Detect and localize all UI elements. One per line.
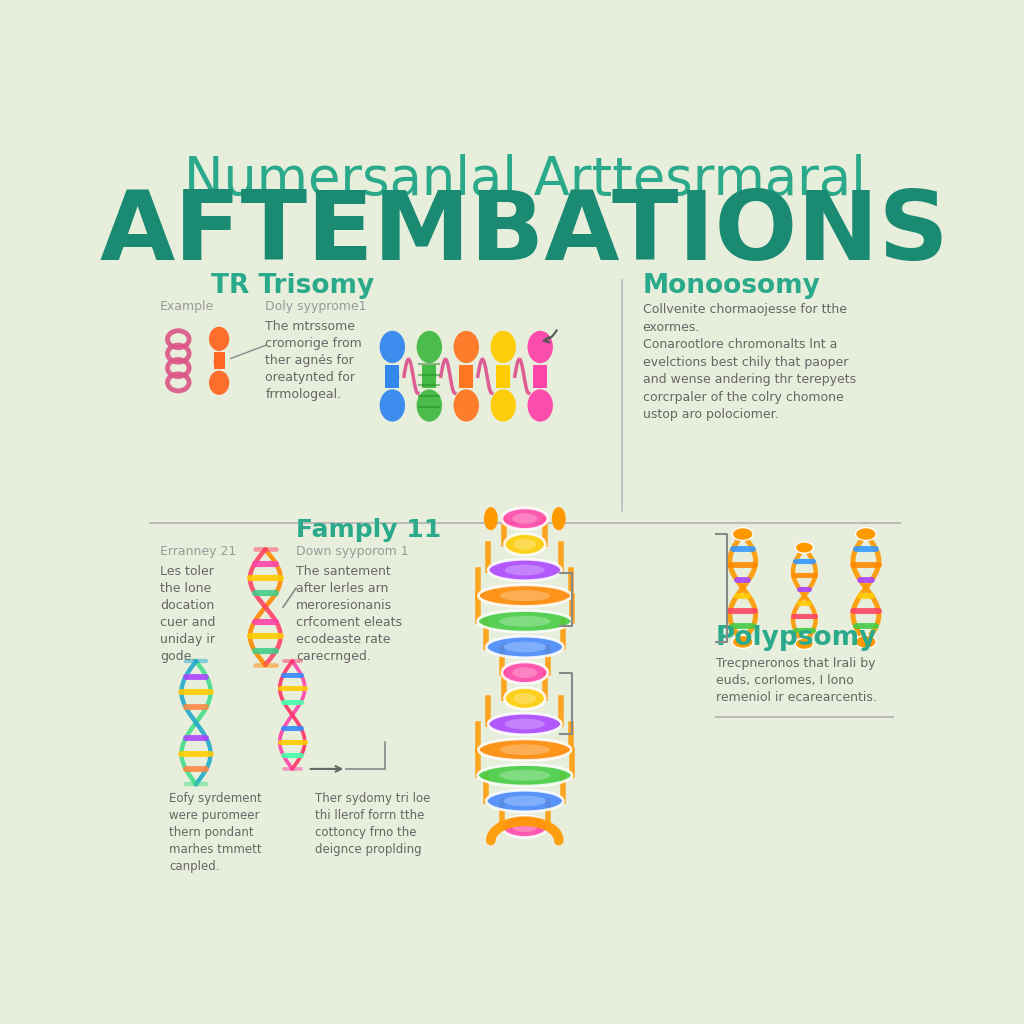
Ellipse shape — [504, 796, 546, 806]
Bar — [422, 365, 436, 388]
Text: Numersanlal Arttesrmaral: Numersanlal Arttesrmaral — [184, 154, 865, 206]
Ellipse shape — [505, 687, 545, 709]
Bar — [534, 365, 547, 388]
Ellipse shape — [209, 371, 229, 395]
Ellipse shape — [417, 389, 442, 422]
Text: Famply 11: Famply 11 — [296, 518, 441, 543]
Ellipse shape — [209, 327, 229, 351]
Text: The mtrssome
cromorige from
ther agnés for
oreatynted for
frrmologeal.: The mtrssome cromorige from ther agnés f… — [265, 319, 362, 401]
Text: Example: Example — [160, 300, 214, 313]
Ellipse shape — [477, 765, 572, 786]
Bar — [497, 365, 510, 388]
Ellipse shape — [856, 527, 877, 541]
Ellipse shape — [796, 638, 813, 649]
Ellipse shape — [732, 635, 753, 648]
Ellipse shape — [484, 507, 498, 530]
Ellipse shape — [486, 791, 563, 812]
Text: Les toler
the lone
docation
cuer and
uniday ir
gode.: Les toler the lone docation cuer and uni… — [160, 565, 215, 663]
Text: Trecpneronos that lrali by
euds, corIomes, I lono
remeniol ir ecarearcentis.: Trecpneronos that lrali by euds, corIome… — [716, 657, 877, 705]
Ellipse shape — [478, 739, 571, 761]
Ellipse shape — [512, 821, 538, 833]
Ellipse shape — [500, 590, 550, 601]
Ellipse shape — [380, 389, 406, 422]
Text: The santement
after lerles arn
meroresionanis
crfcoment eleats
ecodeaste rate
ca: The santement after lerles arn meroresio… — [296, 565, 402, 663]
Ellipse shape — [477, 610, 572, 632]
Ellipse shape — [505, 719, 545, 729]
Ellipse shape — [422, 369, 436, 384]
Ellipse shape — [512, 513, 538, 524]
Ellipse shape — [527, 389, 553, 422]
Ellipse shape — [502, 816, 548, 838]
Ellipse shape — [385, 369, 399, 384]
Text: TR Trisomy: TR Trisomy — [211, 273, 375, 299]
Ellipse shape — [732, 527, 753, 541]
Ellipse shape — [505, 564, 545, 575]
Ellipse shape — [514, 539, 536, 550]
Ellipse shape — [499, 770, 551, 780]
Ellipse shape — [497, 369, 510, 384]
Text: Erranney 21: Erranney 21 — [160, 545, 237, 557]
Text: Doly syyprome1: Doly syyprome1 — [265, 300, 367, 313]
Ellipse shape — [504, 642, 546, 652]
Ellipse shape — [534, 369, 547, 384]
Text: Ther sydomy tri loe
thi llerof forrn tthe
cottoncy frno the
deignce proplding: Ther sydomy tri loe thi llerof forrn tth… — [315, 792, 431, 856]
Ellipse shape — [478, 585, 571, 606]
Ellipse shape — [505, 534, 545, 555]
Ellipse shape — [488, 713, 561, 735]
Ellipse shape — [502, 662, 548, 683]
Ellipse shape — [454, 331, 479, 364]
Ellipse shape — [514, 693, 536, 703]
Bar — [385, 365, 399, 388]
Bar — [214, 352, 224, 370]
Ellipse shape — [380, 331, 406, 364]
Text: AFTEMBATIONS: AFTEMBATIONS — [100, 187, 949, 281]
Ellipse shape — [527, 331, 553, 364]
Ellipse shape — [490, 331, 516, 364]
Text: Monoosomy: Monoosomy — [643, 273, 820, 299]
Ellipse shape — [486, 636, 563, 657]
Ellipse shape — [417, 331, 442, 364]
Ellipse shape — [490, 389, 516, 422]
Ellipse shape — [460, 369, 473, 384]
Text: Collvenite chormaojesse for tthe
exormes.
Conarootlore chromonalts lnt a
evelcti: Collvenite chormaojesse for tthe exormes… — [643, 303, 856, 421]
Ellipse shape — [512, 668, 538, 678]
Bar — [460, 365, 473, 388]
Text: Down syyporom 1: Down syyporom 1 — [296, 545, 409, 557]
Text: Polypsomy: Polypsomy — [716, 625, 878, 651]
Ellipse shape — [502, 508, 548, 529]
Ellipse shape — [488, 559, 561, 581]
Ellipse shape — [552, 507, 565, 530]
Ellipse shape — [214, 355, 224, 367]
Ellipse shape — [500, 744, 550, 755]
Ellipse shape — [499, 616, 551, 627]
Ellipse shape — [856, 635, 877, 648]
Text: Eofy syrdement
were puromeer
thern pondant
marhes tmmett
canpled.: Eofy syrdement were puromeer thern ponda… — [169, 792, 262, 873]
Ellipse shape — [796, 542, 813, 553]
Ellipse shape — [454, 389, 479, 422]
